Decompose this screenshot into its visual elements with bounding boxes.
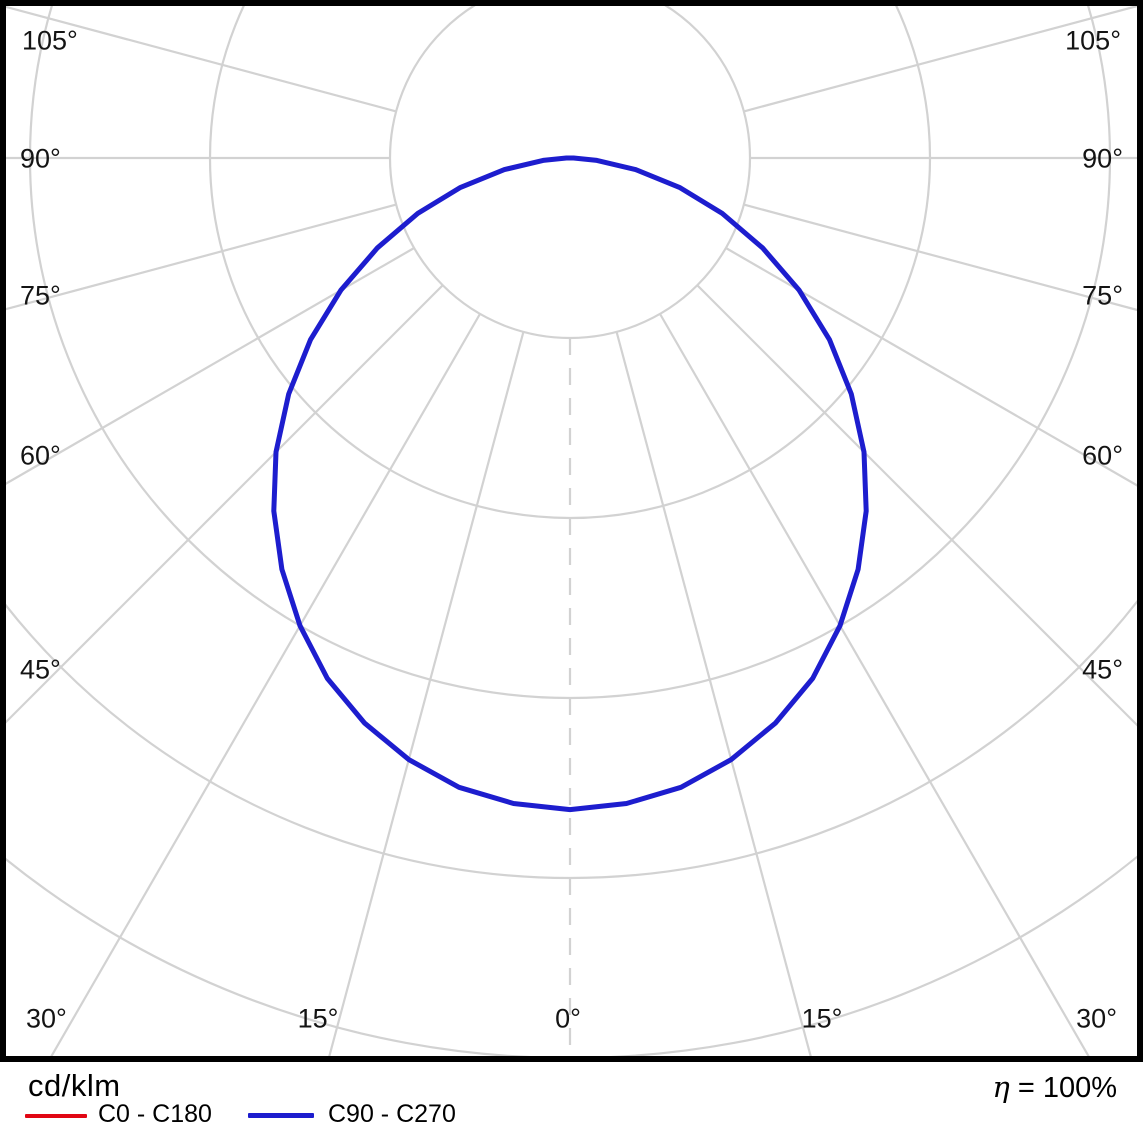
gamma-tick-label: 105° xyxy=(22,25,78,55)
c90-c270-label: C90 - C270 xyxy=(328,1100,456,1128)
legend-area: cd/klm η = 100% C0 - C180 C90 - C270 xyxy=(0,1062,1143,1143)
c0-c180-swatch xyxy=(25,1114,87,1118)
curves xyxy=(271,155,869,813)
plot-border xyxy=(0,0,1143,1062)
gamma-tick-label: 30° xyxy=(1076,1003,1117,1033)
gamma-tick-label: 60° xyxy=(1082,440,1123,470)
efficiency-value: = 100% xyxy=(1009,1072,1117,1104)
curve-c90-c270 xyxy=(271,155,869,813)
grid-ray xyxy=(743,203,1138,312)
grid-ray xyxy=(5,284,444,725)
gamma-tick-label: 30° xyxy=(26,1003,67,1033)
gamma-tick-label: 90° xyxy=(20,143,61,173)
grid-ray xyxy=(5,247,415,486)
grid-ring xyxy=(5,598,1138,879)
grid-ray xyxy=(615,331,813,1057)
c90-c270-swatch xyxy=(248,1113,314,1118)
polar-grid xyxy=(5,5,1138,1057)
grid-ray xyxy=(5,5,397,113)
grid-ray xyxy=(743,5,1138,113)
grid-ring xyxy=(388,5,752,340)
polar-chart: 105° 90° 75° 60° 45° 30° 105° 90° 75° 60° 45° 30° 15… xyxy=(0,0,1143,1062)
gamma-tick-label: 105° xyxy=(1065,25,1121,55)
gamma-tick-label: 75° xyxy=(1082,280,1123,310)
gamma-tick-label: 90° xyxy=(1082,143,1123,173)
grid-ray xyxy=(49,313,481,1057)
grid-ray xyxy=(5,203,397,311)
gamma-tick-label: 45° xyxy=(20,654,61,684)
gamma-tick-label: 75° xyxy=(20,280,61,310)
grid-ray xyxy=(327,331,525,1057)
c0-c180-label: C0 - C180 xyxy=(98,1100,212,1128)
gamma-tick-label: 15° xyxy=(802,1003,843,1033)
eta-symbol: η xyxy=(992,1070,1010,1104)
grid-ray xyxy=(725,247,1138,488)
efficiency-label: η = 100% xyxy=(992,1070,1117,1105)
gamma-labels: 105° 90° 75° 60° 45° 30° 105° 90° 75° 60° 45° 30° 15… xyxy=(20,25,1123,1033)
gamma-tick-label: 15° xyxy=(298,1003,339,1033)
grid-ray xyxy=(696,284,1138,728)
gamma-tick-label: 0° xyxy=(555,1003,581,1033)
grid-ray xyxy=(659,313,1091,1057)
unit-label: cd/klm xyxy=(28,1068,121,1103)
gamma-tick-label: 45° xyxy=(1082,654,1123,684)
gamma-tick-label: 60° xyxy=(20,440,61,470)
